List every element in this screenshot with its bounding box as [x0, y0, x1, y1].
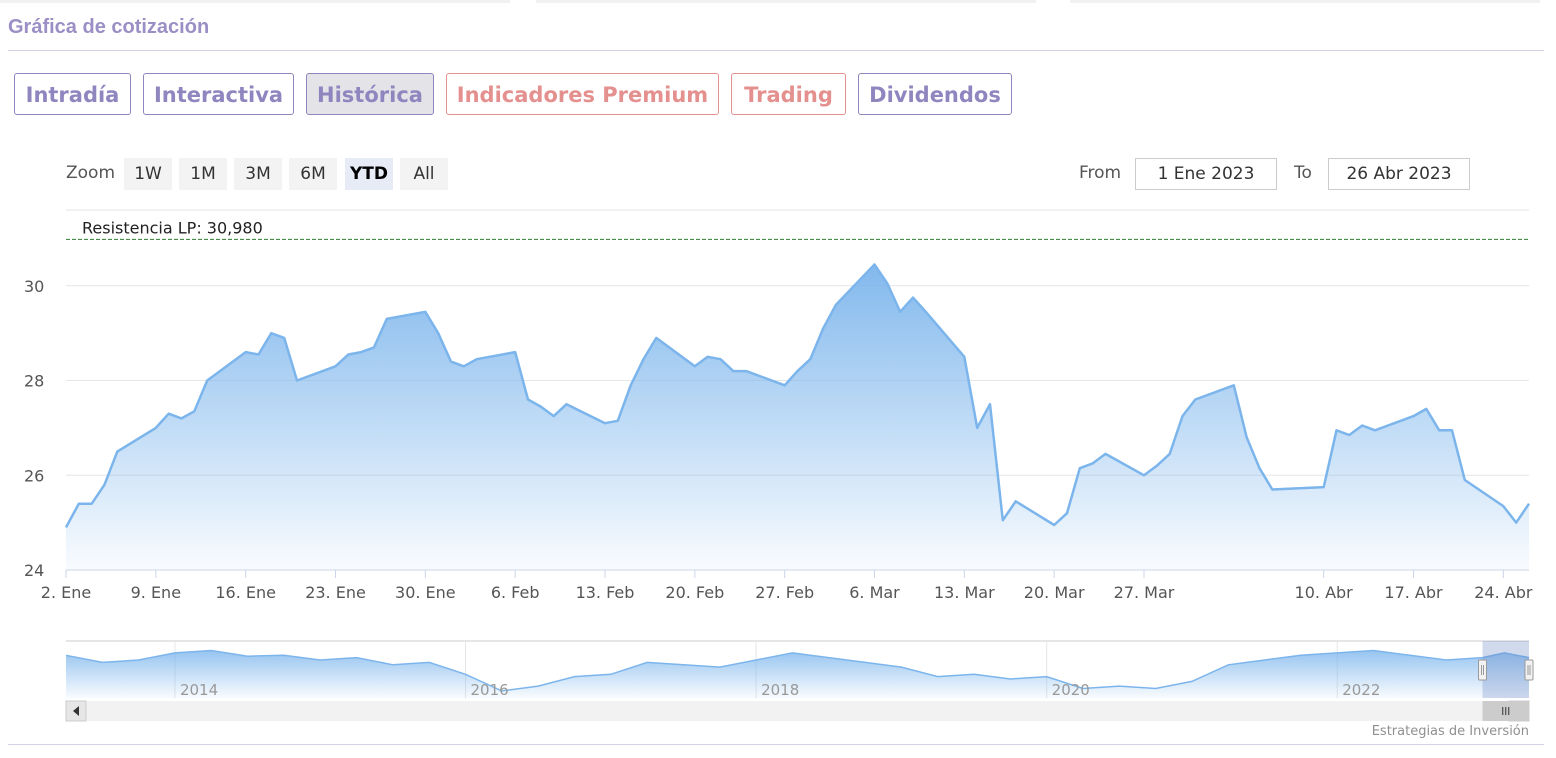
tab-trading[interactable]: Trading [731, 73, 846, 115]
triangle-left-icon [73, 706, 79, 716]
section-title: Gráfica de cotización [8, 16, 210, 38]
to-date-input[interactable]: 26 Abr 2023 [1328, 158, 1470, 190]
x-tick-label: 23. Ene [305, 583, 366, 602]
zoom-ytd-button[interactable]: YTD [345, 158, 393, 190]
y-axis-labels: 24 26 28 30 [24, 277, 44, 580]
from-date-input[interactable]: 1 Ene 2023 [1135, 158, 1277, 190]
to-label: To [1294, 163, 1312, 183]
bottom-divider [8, 744, 1544, 745]
x-tick-label: 20. Feb [665, 583, 724, 602]
x-tick-label: 13. Feb [576, 583, 635, 602]
tab-intradia[interactable]: Intradía [14, 73, 131, 115]
x-tick-label: 27. Mar [1114, 583, 1175, 602]
navigator-year-label: 2022 [1342, 681, 1380, 699]
navigator-line [65, 649, 1530, 692]
zoom-label: Zoom [66, 163, 116, 183]
y-tick-label: 24 [24, 561, 44, 580]
resistance-line-group: Resistencia LP: 30,980 [66, 218, 1529, 240]
navigator-year-label: 2014 [180, 681, 218, 699]
chart-credit[interactable]: Estrategias de Inversión [1371, 724, 1529, 739]
zoom-1w-button[interactable]: 1W [124, 158, 172, 190]
x-tick-label: 20. Mar [1024, 583, 1085, 602]
tab-dividendos[interactable]: Dividendos [858, 73, 1012, 115]
x-tick-label: 6. Mar [849, 583, 900, 602]
navigator-selection[interactable] [1482, 641, 1529, 698]
navigator-year-label: 2018 [761, 681, 799, 699]
navigator-year-label: 2020 [1052, 681, 1090, 699]
scrollbar-track[interactable] [66, 701, 1529, 721]
navigator[interactable]: 2014 2016 2018 2020 2022 [65, 640, 1534, 722]
x-tick-label: 9. Ene [131, 583, 181, 602]
x-tick-label: 10. Abr [1295, 583, 1354, 602]
x-tick-label: 6. Feb [491, 583, 540, 602]
tab-historica[interactable]: Histórica [306, 73, 434, 115]
grip-icon [1502, 707, 1510, 715]
zoom-1m-button[interactable]: 1M [179, 158, 227, 190]
x-tick-label: 30. Ene [395, 583, 456, 602]
x-tick-label: 2. Ene [41, 583, 91, 602]
zoom-6m-button[interactable]: 6M [289, 158, 337, 190]
zoom-3m-button[interactable]: 3M [234, 158, 282, 190]
navigator-year-label: 2016 [471, 681, 509, 699]
navigator-left-handle[interactable] [1478, 659, 1488, 681]
y-tick-label: 30 [24, 277, 44, 296]
x-tick-label: 13. Mar [934, 583, 995, 602]
price-area [64, 263, 1531, 570]
price-area-fill [66, 264, 1529, 570]
tab-indicadores-premium[interactable]: Indicadores Premium [446, 73, 719, 115]
title-divider [8, 50, 1544, 51]
resistance-label: Resistencia LP: 30,980 [82, 218, 263, 237]
price-line [64, 263, 1531, 528]
y-tick-label: 26 [24, 466, 44, 485]
x-tick-label: 24. Abr [1474, 583, 1533, 602]
x-tick-label: 17. Abr [1384, 583, 1443, 602]
navigator-right-handle[interactable] [1524, 659, 1534, 681]
y-tick-label: 28 [24, 372, 44, 391]
tab-interactiva[interactable]: Interactiva [143, 73, 294, 115]
top-strip [0, 0, 1556, 4]
zoom-all-button[interactable]: All [400, 158, 448, 190]
x-tick-label: 16. Ene [215, 583, 276, 602]
navigator-area [66, 650, 1529, 698]
x-axis-ticks: 2. Ene 9. Ene 16. Ene 23. Ene 30. Ene 6. Feb 1… [41, 570, 1533, 602]
x-tick-label: 27. Feb [755, 583, 814, 602]
from-label: From [1079, 163, 1122, 183]
